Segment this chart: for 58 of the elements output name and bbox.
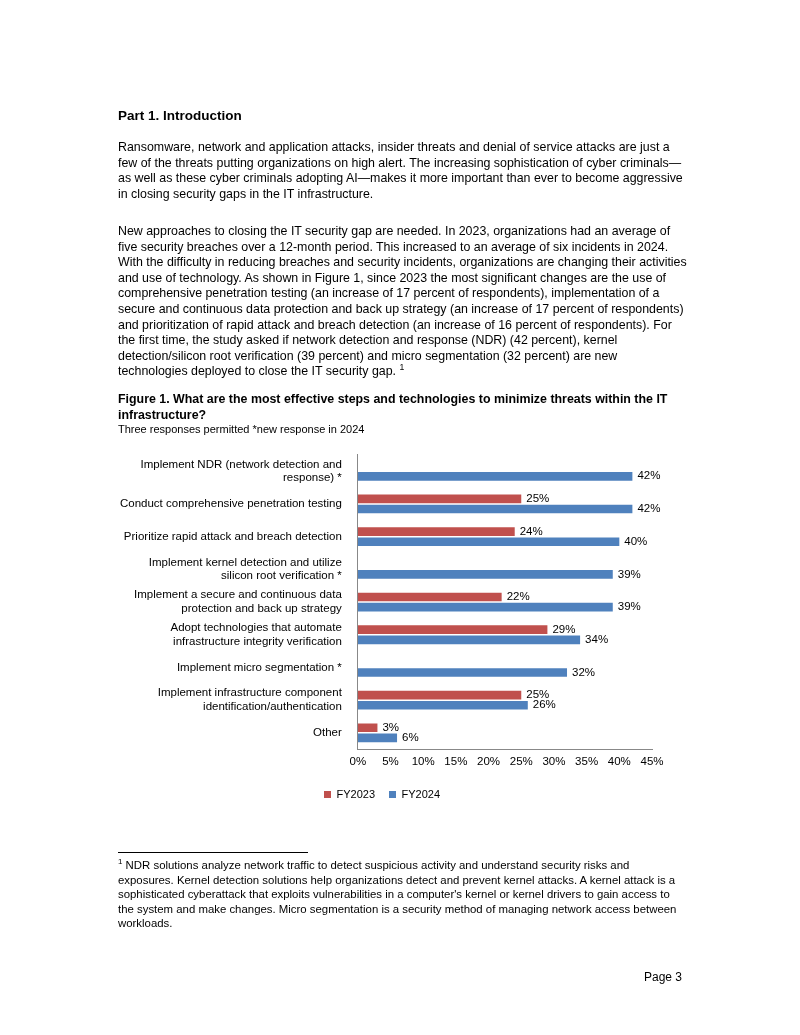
- data-label: 40%: [624, 534, 648, 547]
- bar: [357, 723, 378, 733]
- x-tick-label: 5%: [382, 755, 399, 768]
- data-label: 26%: [532, 698, 556, 711]
- x-tick-label: 25%: [509, 755, 533, 768]
- data-label: 22%: [506, 590, 530, 603]
- data-label: 42%: [637, 469, 661, 482]
- y-tick-label: Prioritize rapid attack and breach detection: [123, 529, 342, 542]
- text: Page 3: [643, 970, 682, 986]
- data-label: 39%: [617, 600, 641, 613]
- y-tick-label: Implement micro segmentation *: [176, 660, 343, 673]
- data-label: 42%: [637, 502, 661, 515]
- legend-label: FY2024: [401, 787, 441, 800]
- text: Three responses permitted *new response in 2024: [118, 423, 365, 435]
- y-tick-label: Other: [313, 726, 342, 739]
- bar: [357, 504, 633, 514]
- bar: [357, 733, 398, 743]
- text: New approaches to closing the IT security gap are needed. In 2023, organizations had an average of five security breaches over a 12-month period. This increased to an average of six incidents in 2024. With the difficulty in reducing breaches and security incidents, organizations are changing their activities and use of technology. As shown in Figure 1, since 2023 the most significant changes are the use of comprehensive penetration testing (an increase of 17 percent of respondents), implementation of a secure and continuous data protection and back up strategy (an increase of 17 percent of respondents) and prioritization of rapid attack and breach detection (an increase of 16 percent of respondents). For the first time, the study asked if network detection and response (NDR) (42 percent), kernel detection/silicon root verification (39 percent) and micro segmentation (32 percent) are new technologies deployed to close the IT security gap. $^{1}$: [118, 224, 687, 379]
- bar: [357, 668, 568, 677]
- y-tick-label: Implement a secure and continuous data protection and back up strategy: [134, 588, 343, 615]
- text: $^{1}$ NDR solutions analyze network traffic to detect suspicious activity and understand security risks and exposures. Kernel detection solutions help organizations detect and prevent kernel attacks. A kernel attack is a sophisticated cyberattack that exploits vulnerabilities in a computer's kernel or kernel drivers to gain access to the system and make changes. Micro segmentation is a security method of managing network access between workloads.: [118, 857, 678, 931]
- x-tick-label: 20%: [477, 755, 501, 768]
- data-label: 32%: [572, 665, 596, 678]
- bar: [357, 537, 620, 547]
- bar: [357, 472, 633, 481]
- x-tick-label: 40%: [607, 755, 631, 768]
- chart-title: Figure 1. What are the most effective steps and technologies to minimize threats within the IT infrastructure?: [118, 392, 669, 424]
- data-label: 34%: [585, 632, 609, 645]
- bar: [357, 690, 522, 700]
- data-label: 29%: [552, 622, 576, 635]
- legend-label: FY2023: [336, 787, 375, 800]
- bar: [357, 592, 502, 602]
- data-label: 25%: [526, 688, 550, 701]
- x-tick-label: 10%: [411, 755, 435, 768]
- x-tick-label: 45%: [640, 755, 664, 768]
- data-label: 25%: [526, 492, 550, 505]
- bar: [357, 602, 613, 612]
- y-tick-label: Conduct comprehensive penetration testing: [119, 497, 342, 510]
- bar: [357, 570, 613, 579]
- text: Part 1. Introduction: [118, 108, 243, 124]
- y-tick-label: Implement kernel detection and utilize silicon root verification *: [148, 555, 343, 582]
- data-label: 6%: [402, 731, 419, 744]
- data-label: 24%: [519, 524, 543, 537]
- bar: [357, 635, 581, 645]
- y-tick-label: Implement infrastructure component identification/authentication: [157, 686, 343, 713]
- x-tick-label: 0%: [349, 755, 367, 768]
- x-tick-label: 15%: [444, 755, 468, 768]
- y-tick-label: Implement NDR (network detection and response) *: [140, 457, 343, 484]
- text: Ransomware, network and application attacks, insider threats and denial of service attacks are just a few of the threats putting organizations on high alert. The increasing sophistication of cyber criminals—as well as these cyber criminals adopting AI—makes it more important than ever to become aggressive in closing security gaps in the IT infrastructure.: [118, 140, 684, 203]
- x-tick-label: 30%: [542, 755, 566, 768]
- data-label: 3%: [382, 720, 400, 733]
- bar: [357, 625, 548, 634]
- bar: [357, 700, 528, 710]
- data-label: 39%: [617, 567, 641, 580]
- x-tick-label: 35%: [575, 755, 599, 768]
- bar: [357, 527, 515, 536]
- bar: [357, 494, 522, 504]
- y-tick-label: Adopt technologies that automate infrastructure integrity verification: [170, 621, 342, 647]
